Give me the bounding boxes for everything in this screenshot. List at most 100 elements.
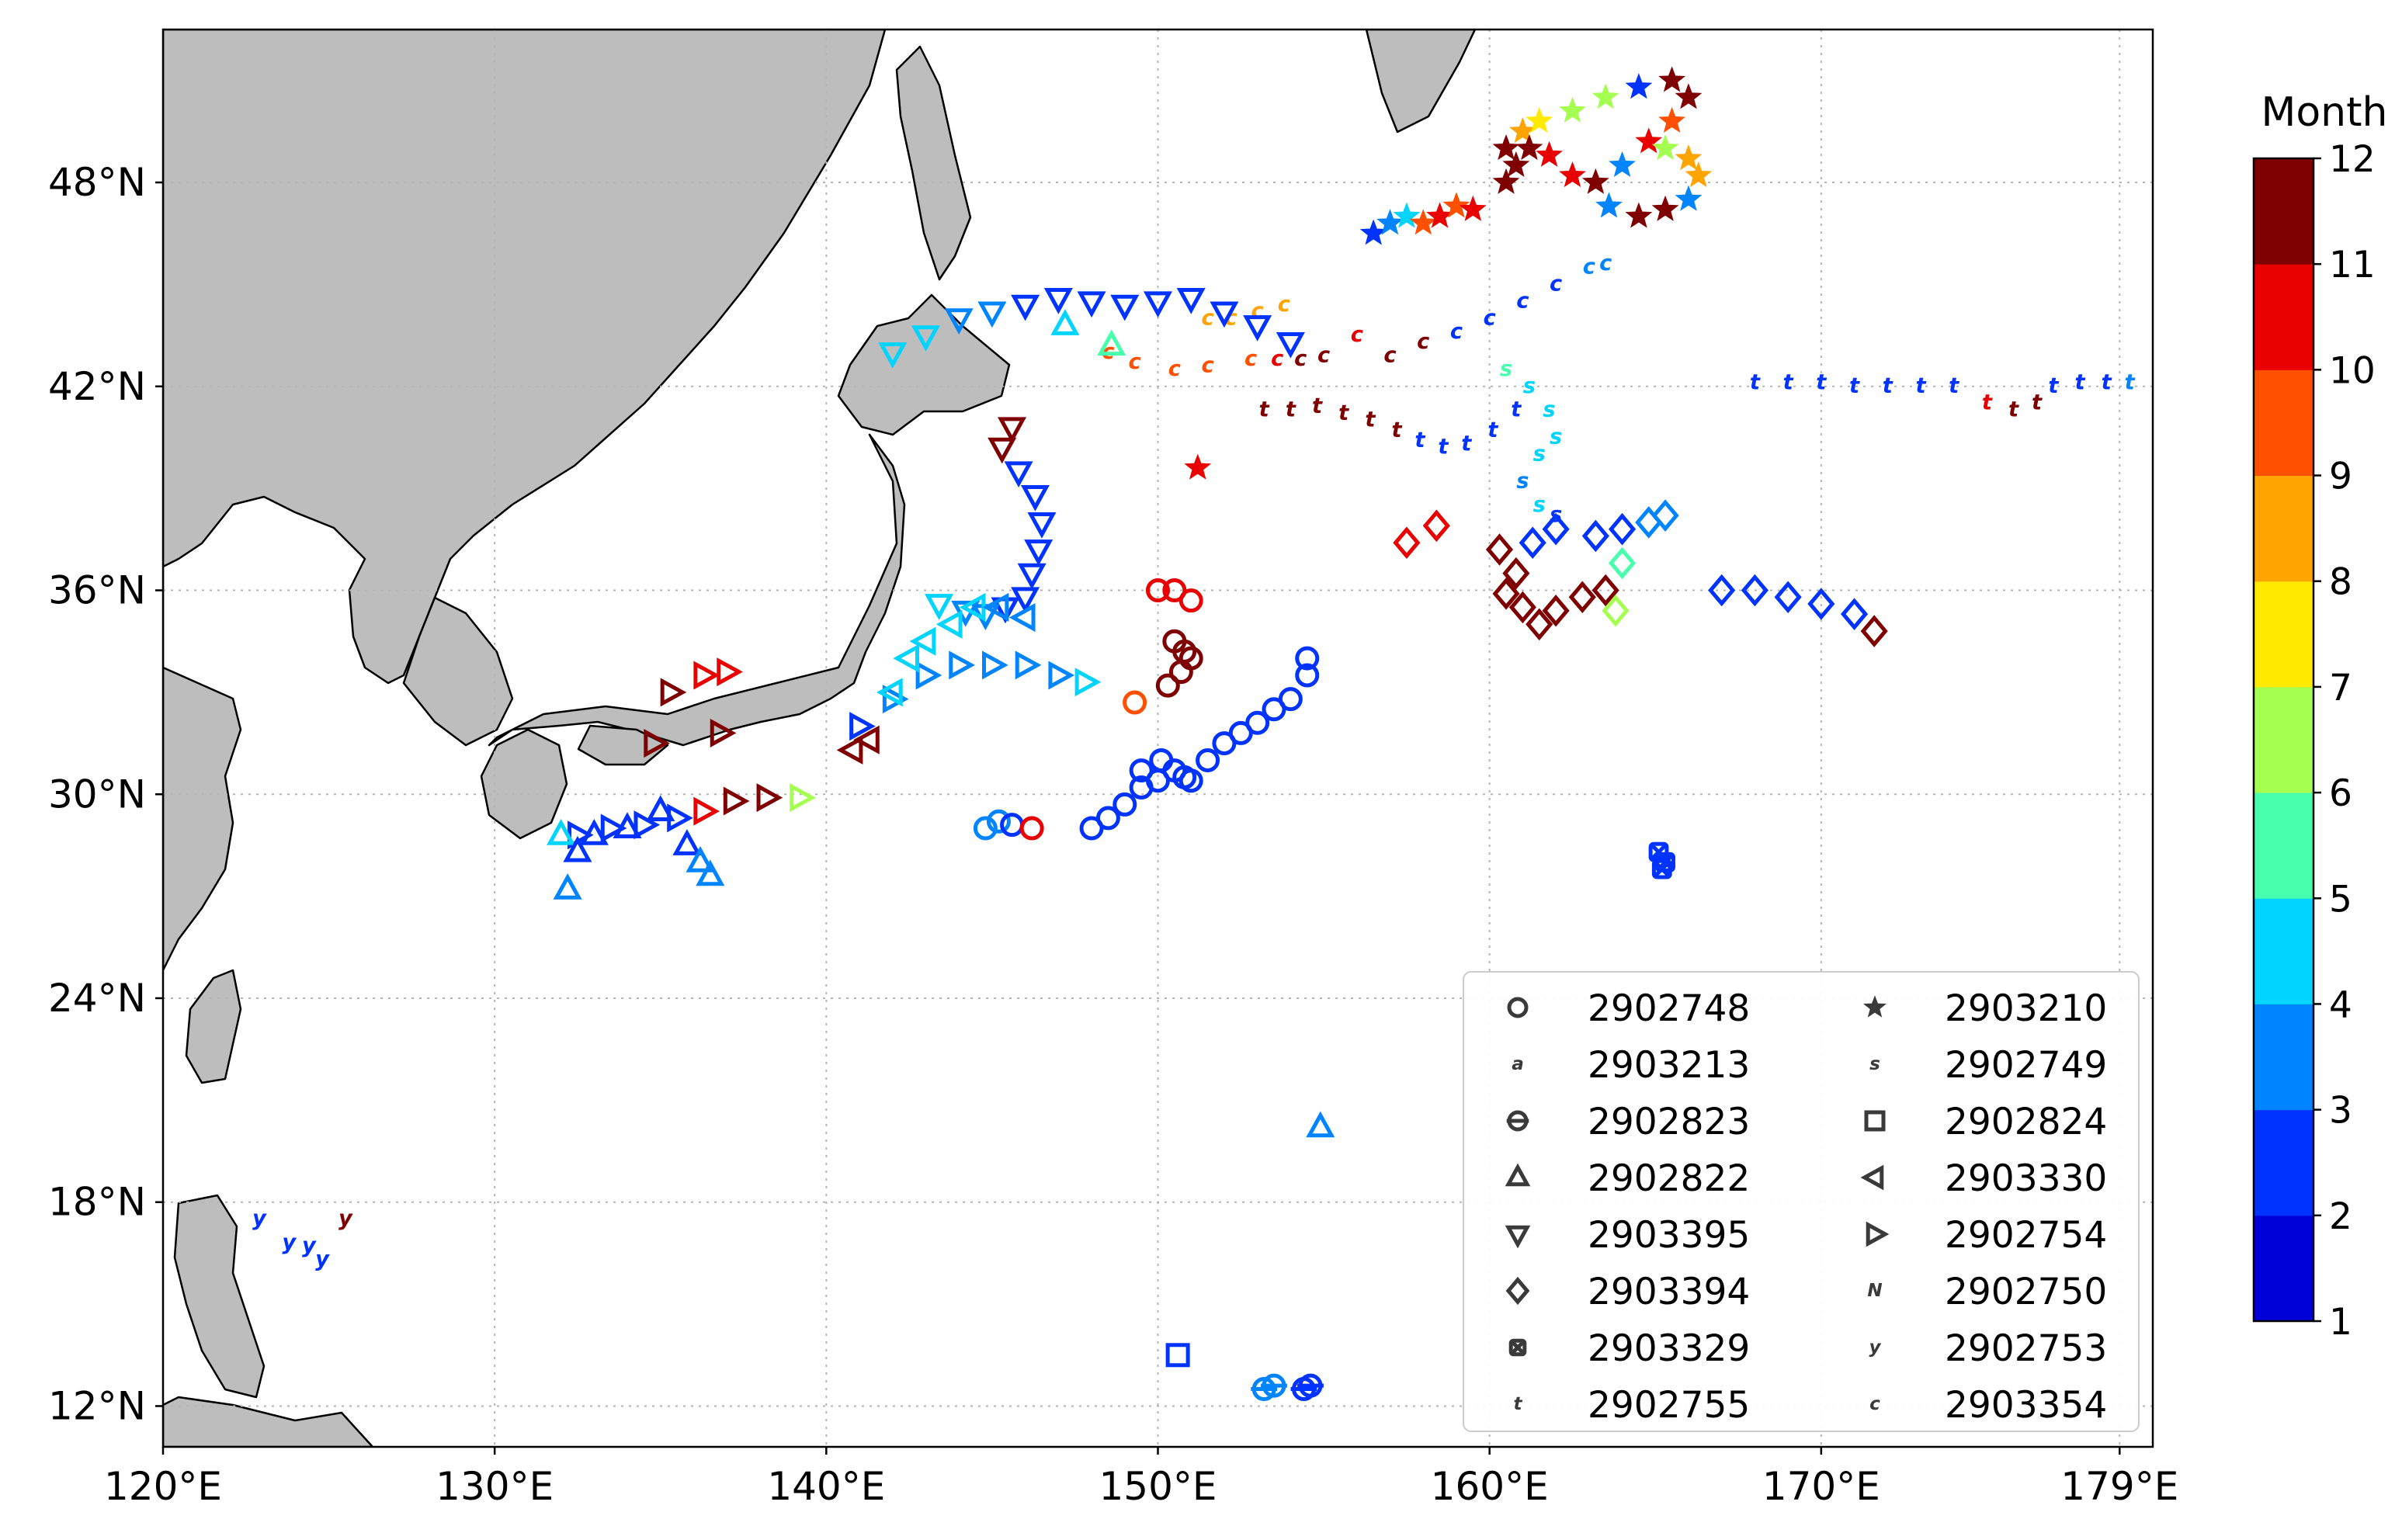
legend-label: 2903210 <box>1945 987 2107 1030</box>
float-point-2903395 <box>1017 563 1047 590</box>
float-point-2903329 <box>1652 859 1671 879</box>
legend-marker-letter-y: y <box>1869 1337 1881 1358</box>
float-point-2902755: t <box>1982 391 1993 415</box>
float-point-2903210 <box>1559 161 1586 188</box>
float-point-2903395 <box>1043 288 1073 314</box>
float-point-2903395 <box>911 325 941 352</box>
colorbar-tick-label: 6 <box>2329 772 2352 815</box>
float-point-2902753: y <box>302 1234 317 1258</box>
float-point-2903330 <box>909 626 936 656</box>
colorbar-tick-label: 10 <box>2329 349 2376 392</box>
float-point-2902754 <box>756 783 783 813</box>
legend-label: 2903330 <box>1945 1157 2107 1200</box>
land-hokkaido <box>837 293 1011 436</box>
land-korea <box>402 596 514 747</box>
legend-entry: y 2902753 <box>1869 1327 2107 1370</box>
legend-marker-triangle-left <box>1860 1164 1884 1191</box>
float-point-2902753: y <box>315 1247 330 1271</box>
float-point-2902755: t <box>1365 408 1376 432</box>
float-point-2903394 <box>1591 574 1619 607</box>
float-point-2903354: c <box>1251 300 1264 324</box>
lat-tick-label: 12°N <box>48 1383 146 1428</box>
float-point-2903354: c <box>1550 272 1562 296</box>
float-point-2902748 <box>1168 660 1193 685</box>
float-point-2902753: y <box>252 1207 267 1231</box>
float-point-2903354: c <box>1351 323 1363 347</box>
legend-entry: 2903330 <box>1860 1157 2107 1200</box>
float-point-2902755: t <box>1750 370 1761 394</box>
float-point-2902754 <box>982 650 1008 680</box>
land-sakhalin <box>895 45 972 281</box>
float-point-2902822 <box>547 819 576 845</box>
colorbar-tick-label: 8 <box>2329 561 2352 604</box>
float-point-2903395 <box>1110 294 1140 321</box>
float-point-2903210 <box>1609 151 1636 177</box>
legend-marker-triangle-down <box>1505 1225 1531 1249</box>
legend-entry: 2902748 <box>1507 987 1750 1030</box>
float-point-2903395 <box>1011 294 1040 321</box>
float-point-2903395 <box>1027 512 1057 539</box>
float-point-2902822 <box>686 846 715 872</box>
float-track-2902754 <box>568 650 1102 850</box>
float-point-2902748 <box>1129 758 1154 783</box>
land-luzon <box>173 1194 266 1399</box>
land-kamchatka <box>1365 29 1477 134</box>
float-point-2903210 <box>1536 140 1563 167</box>
float-point-2903210 <box>1393 202 1421 228</box>
float-point-2902754 <box>1074 668 1102 697</box>
legend-label: 2903213 <box>1588 1044 1750 1087</box>
float-point-2902748 <box>1155 673 1180 698</box>
colorbar-swatch <box>2254 475 2313 582</box>
float-point-2902748 <box>1212 731 1237 756</box>
float-point-2902754 <box>1048 661 1075 690</box>
float-point-2903354: c <box>1201 306 1213 330</box>
float-point-2902822 <box>563 835 592 862</box>
float-point-2902824 <box>1165 1343 1190 1368</box>
float-point-2903210 <box>1635 127 1663 154</box>
float-point-2903394 <box>1741 574 1769 607</box>
land-honshu <box>488 433 906 747</box>
float-point-2903394 <box>1542 512 1570 546</box>
float-track-2902823 <box>1251 1373 1324 1402</box>
float-point-2903210 <box>1625 202 1653 228</box>
float-point-2903395 <box>1176 288 1206 314</box>
float-point-2902749: s <box>1550 425 1562 449</box>
float-point-2902755: t <box>1312 394 1323 418</box>
float-point-2902755: t <box>1915 374 1926 398</box>
float-point-2903394 <box>1526 608 1553 641</box>
float-point-2903329 <box>1649 842 1668 862</box>
legend-label: 2903395 <box>1588 1214 1750 1257</box>
float-track-2903210 <box>1184 66 1713 480</box>
float-point-2903210 <box>1359 219 1387 245</box>
float-point-2902755: t <box>1286 397 1296 421</box>
float-point-2903210 <box>1376 209 1404 235</box>
float-point-2902755: t <box>1259 397 1270 421</box>
float-point-2902754 <box>790 783 816 813</box>
float-point-2903354: c <box>1417 330 1429 354</box>
float-point-2902748 <box>973 816 998 841</box>
legend-marker-cross-square <box>1508 1338 1527 1357</box>
float-point-2903394 <box>1502 557 1530 590</box>
colorbar-tick-label: 9 <box>2329 456 2352 498</box>
legend-entry: 2902822 <box>1505 1157 1750 1200</box>
float-track-2903330 <box>836 592 1036 765</box>
float-point-2902755: t <box>2008 397 2019 421</box>
colorbar-swatch <box>2254 1215 2313 1322</box>
colorbar-swatch <box>2254 581 2313 688</box>
float-point-2902754 <box>882 685 909 714</box>
float-point-2902749: s <box>1533 442 1546 466</box>
legend-marker-star <box>1863 995 1887 1018</box>
legend-entry: 2902754 <box>1866 1214 2107 1257</box>
longitude-tick-labels: 120°E 130°E 140°E 150°E 160°E 170°E 179°E <box>104 1447 2178 1509</box>
float-point-2902822 <box>553 873 582 900</box>
float-point-2902748 <box>1196 747 1220 772</box>
float-point-2902755: t <box>2074 370 2085 394</box>
legend-marker-diamond <box>1505 1276 1530 1306</box>
colorbar-swatch <box>2254 264 2313 370</box>
latitude-tick-labels: 12°N 18°N 24°N 30°N 36°N 42°N 48°N <box>48 160 163 1428</box>
float-point-2902755: t <box>1783 370 1794 394</box>
float-point-2902753: y <box>282 1230 297 1254</box>
float-point-2902755: t <box>2032 391 2043 415</box>
